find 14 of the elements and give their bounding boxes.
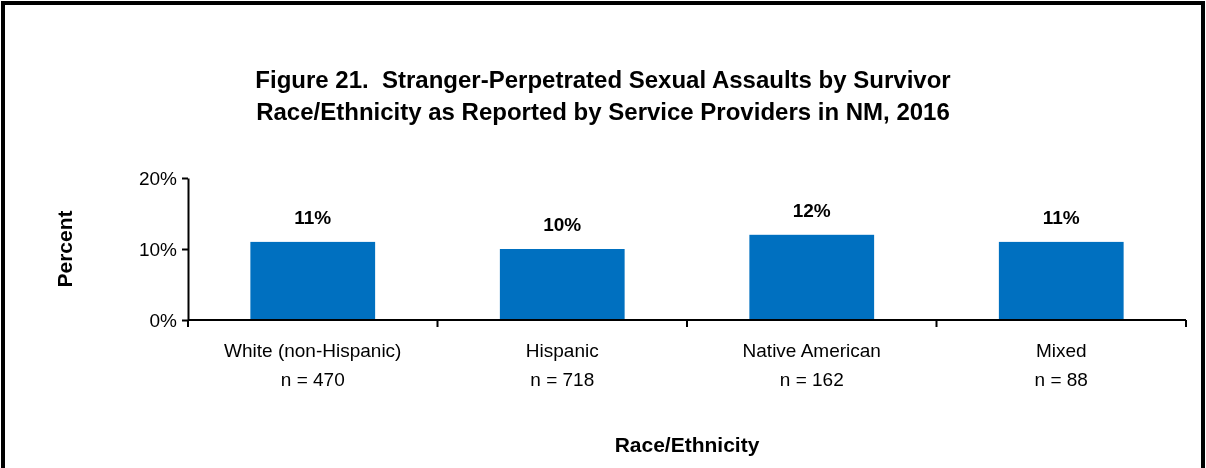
x-tick-label: Hispanic n = 718: [525, 340, 599, 390]
data-label: 10%: [543, 214, 582, 235]
y-tick-label: 10%: [138, 238, 178, 260]
x-tick-label: Mixed n = 88: [1034, 340, 1088, 390]
y-tick-label: 0%: [149, 309, 178, 331]
data-label: 11%: [1042, 206, 1080, 228]
data-label: 11%: [294, 206, 332, 228]
x-tick-label: White (non-Hispanic) n = 470: [224, 340, 402, 390]
x-tick-label: Native American n = 162: [742, 340, 881, 390]
x-axis-title: Race/Ethnicity: [614, 433, 760, 456]
chart-title: Figure 21. Stranger-Perpetrated Sexual Assaults by Survivor Race/Ethnicity as Reported by Service Providers in NM, 2016: [255, 66, 951, 125]
y-tick-label: 20%: [138, 167, 178, 189]
data-label: 12%: [792, 199, 831, 221]
y-axis-title: Percent: [53, 210, 76, 288]
